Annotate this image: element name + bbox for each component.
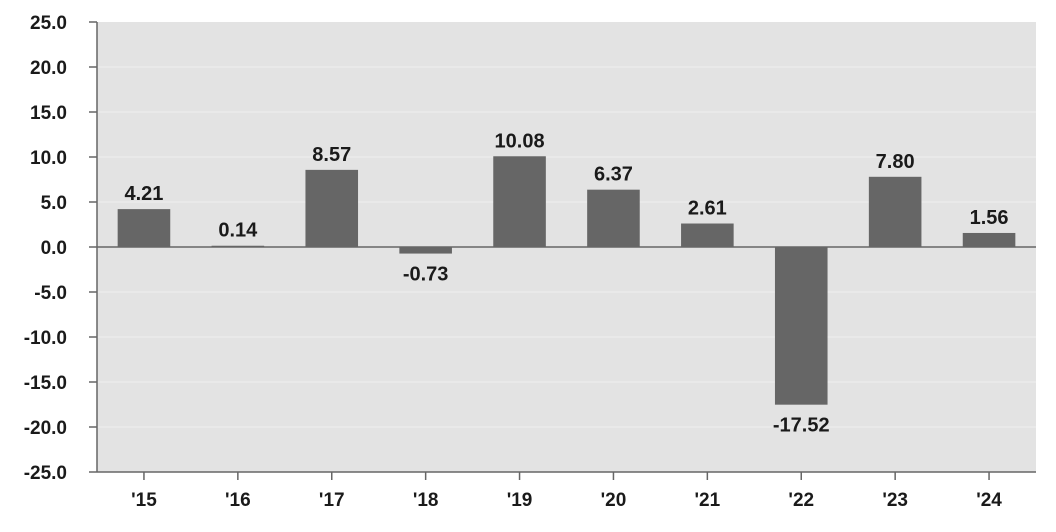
x-axis-ticks: '15 '16 '17 '18 '19 '20 '21 '22 '23 '24 <box>131 472 1002 511</box>
x-tick-label: '21 <box>695 490 721 511</box>
y-tick-label: -20.0 <box>24 418 67 439</box>
bar <box>493 156 546 247</box>
bars <box>117 156 1016 405</box>
data-label: 8.57 <box>312 144 351 166</box>
x-tick-label: '22 <box>788 490 814 511</box>
bar <box>399 247 452 254</box>
x-tick-label: '17 <box>319 490 345 511</box>
bar <box>681 223 734 247</box>
y-tick-label: -25.0 <box>24 463 67 484</box>
x-tick-label: '16 <box>225 490 251 511</box>
y-tick-label: 5.0 <box>41 193 67 214</box>
x-tick-label: '19 <box>507 490 533 511</box>
data-label: -0.73 <box>403 264 449 286</box>
bar <box>305 169 359 247</box>
gridlines <box>97 66 1036 428</box>
y-tick-label: 15.0 <box>30 103 67 124</box>
bar <box>774 247 828 405</box>
x-tick-label: '23 <box>882 490 908 511</box>
x-tick-label: '20 <box>601 490 627 511</box>
data-label: -17.52 <box>773 415 830 437</box>
data-label: 2.61 <box>688 198 727 220</box>
data-label: 10.08 <box>495 130 545 152</box>
bar <box>868 176 922 247</box>
data-label: 6.37 <box>594 164 633 186</box>
data-label: 1.56 <box>970 207 1009 229</box>
y-tick-label: 25.0 <box>30 13 67 34</box>
bar <box>587 189 640 247</box>
y-tick-label: -5.0 <box>34 283 67 304</box>
y-tick-label: -10.0 <box>24 328 67 349</box>
x-tick-label: '24 <box>976 490 1002 511</box>
y-axis-ticks: 25.0 20.0 15.0 10.0 5.0 0.0 -5.0 -10.0 -15.0 -20.… <box>24 13 97 484</box>
y-tick-label: 20.0 <box>30 58 67 79</box>
x-tick-label: '15 <box>131 490 157 511</box>
y-tick-label: 10.0 <box>30 148 67 169</box>
bar <box>962 232 1016 247</box>
data-labels: 4.21 0.14 8.57 -0.73 10.08 6.37 2.61 -17.52 7.80… <box>124 130 1008 436</box>
data-label: 7.80 <box>876 151 915 173</box>
data-label: 0.14 <box>218 220 258 242</box>
y-tick-label: 0.0 <box>41 238 67 259</box>
x-tick-label: '18 <box>413 490 439 511</box>
bar <box>117 209 171 247</box>
y-tick-label: -15.0 <box>24 373 67 394</box>
data-label: 4.21 <box>124 183 163 205</box>
